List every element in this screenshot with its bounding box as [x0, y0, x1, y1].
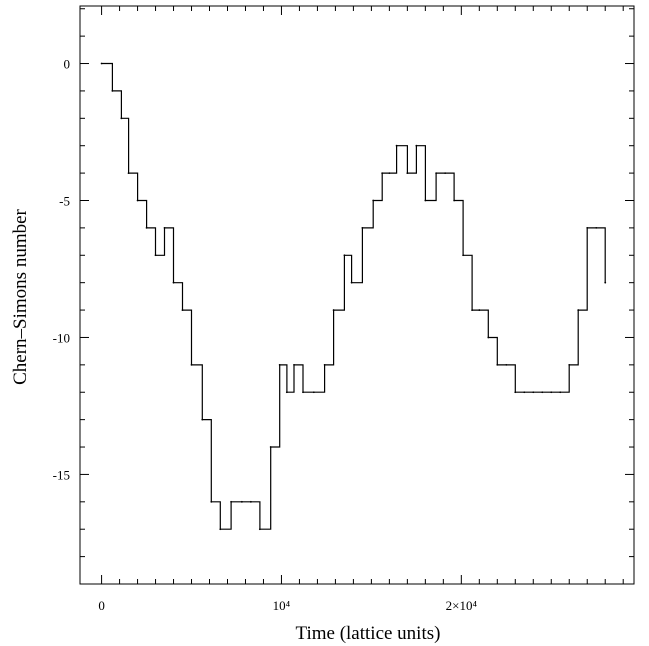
data-point [478, 309, 481, 311]
data-point [293, 363, 295, 366]
data-point [550, 391, 553, 394]
data-point [444, 172, 447, 174]
data-point [332, 309, 335, 311]
data-point [595, 226, 598, 229]
y-tick-label: 0 [64, 57, 71, 72]
series-line [101, 62, 606, 530]
data-point [496, 363, 499, 366]
data-point [111, 90, 114, 92]
data-point [249, 500, 252, 503]
data-point [302, 391, 304, 394]
data-point [278, 363, 281, 366]
data-point [145, 226, 148, 229]
data-point [395, 144, 398, 147]
data-point [388, 172, 391, 174]
data-point [136, 199, 139, 202]
data-point [201, 418, 204, 421]
data-point [487, 336, 490, 339]
data-point [240, 500, 243, 503]
data-point [604, 281, 607, 284]
data-point [415, 144, 418, 147]
data-point [172, 281, 175, 284]
y-tick-label: -5 [59, 193, 70, 208]
data-point [372, 199, 375, 202]
y-axis-title: Chern–Simons number [10, 208, 31, 384]
data-point [269, 446, 272, 448]
data-point [406, 172, 409, 174]
data-point [154, 254, 157, 257]
y-tick-label: -10 [53, 330, 70, 345]
data-point [453, 199, 456, 202]
data-point [163, 226, 166, 229]
plot-frame [79, 5, 635, 585]
data-point [559, 391, 562, 394]
data-point [190, 363, 193, 366]
data-point [523, 391, 526, 394]
data-point [381, 172, 384, 174]
data-point [505, 363, 508, 366]
data-point [120, 117, 123, 120]
x-tick-label: 10⁴ [273, 598, 291, 613]
data-point [285, 391, 288, 394]
data-point [514, 391, 517, 394]
data-point [350, 281, 353, 284]
data-point [312, 391, 315, 394]
data-point [424, 199, 427, 202]
data-point [100, 62, 103, 65]
data-point [568, 363, 571, 366]
data-point [586, 226, 589, 229]
y-tick-label: -15 [53, 467, 70, 482]
data-point [258, 528, 261, 531]
data-point [230, 500, 232, 503]
data-point [577, 309, 580, 311]
data-point [323, 363, 326, 366]
x-tick-label: 0 [98, 598, 105, 613]
data-point [435, 172, 438, 174]
data-point [541, 391, 544, 394]
x-tick-label: 2×10⁴ [446, 598, 478, 613]
data-point [181, 309, 184, 311]
x-axis-title: Time (lattice units) [296, 623, 441, 644]
data-point [462, 254, 465, 257]
data-point [471, 309, 474, 311]
data-point [219, 528, 222, 531]
data-point [361, 226, 364, 229]
data-point [532, 391, 535, 394]
data-point [343, 254, 346, 257]
data-point [210, 500, 213, 503]
data-point [127, 172, 130, 174]
